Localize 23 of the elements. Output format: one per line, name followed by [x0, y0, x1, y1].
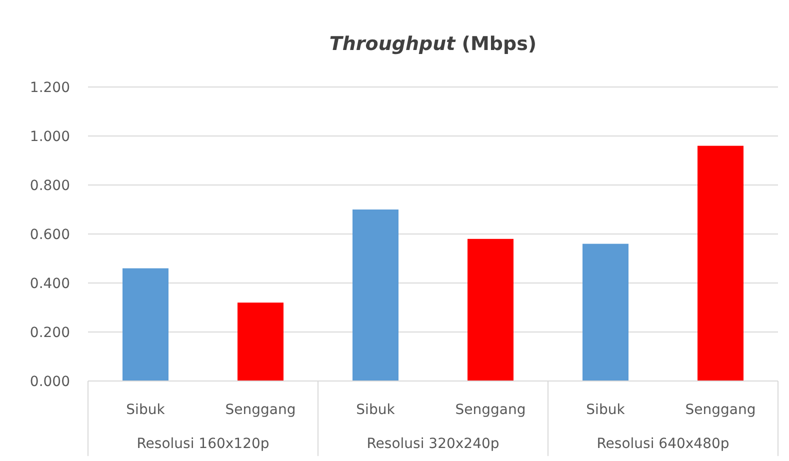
y-tick-label: 1.200	[30, 80, 70, 96]
bar	[698, 146, 744, 381]
y-tick-label: 0.800	[30, 178, 70, 194]
y-tick-label: 1.000	[30, 128, 70, 145]
x-tick-label: Sibuk	[356, 402, 396, 418]
y-tick-label: 0.600	[30, 226, 70, 243]
x-tick-label: Senggang	[225, 402, 296, 418]
bar	[238, 302, 284, 381]
text: Resolusi 320x240p	[366, 436, 500, 452]
text: Resolusi 160x120p	[136, 436, 270, 452]
x-tick-label: Sibuk	[126, 402, 166, 418]
bar	[122, 268, 168, 381]
y-tick-label: 0.400	[30, 276, 70, 292]
bar	[352, 210, 398, 381]
x-tick-label: Senggang	[455, 402, 526, 418]
bar	[582, 244, 628, 381]
x-tick-label: Senggang	[685, 402, 756, 418]
text: Resolusi 640x480p	[596, 436, 730, 452]
bar	[468, 238, 514, 381]
chart-title: Throughput (Mbps)	[329, 33, 537, 55]
x-tick-label: Sibuk	[586, 402, 626, 418]
y-tick-label: 0.200	[30, 324, 70, 341]
y-tick-label: 0.000	[30, 374, 70, 390]
